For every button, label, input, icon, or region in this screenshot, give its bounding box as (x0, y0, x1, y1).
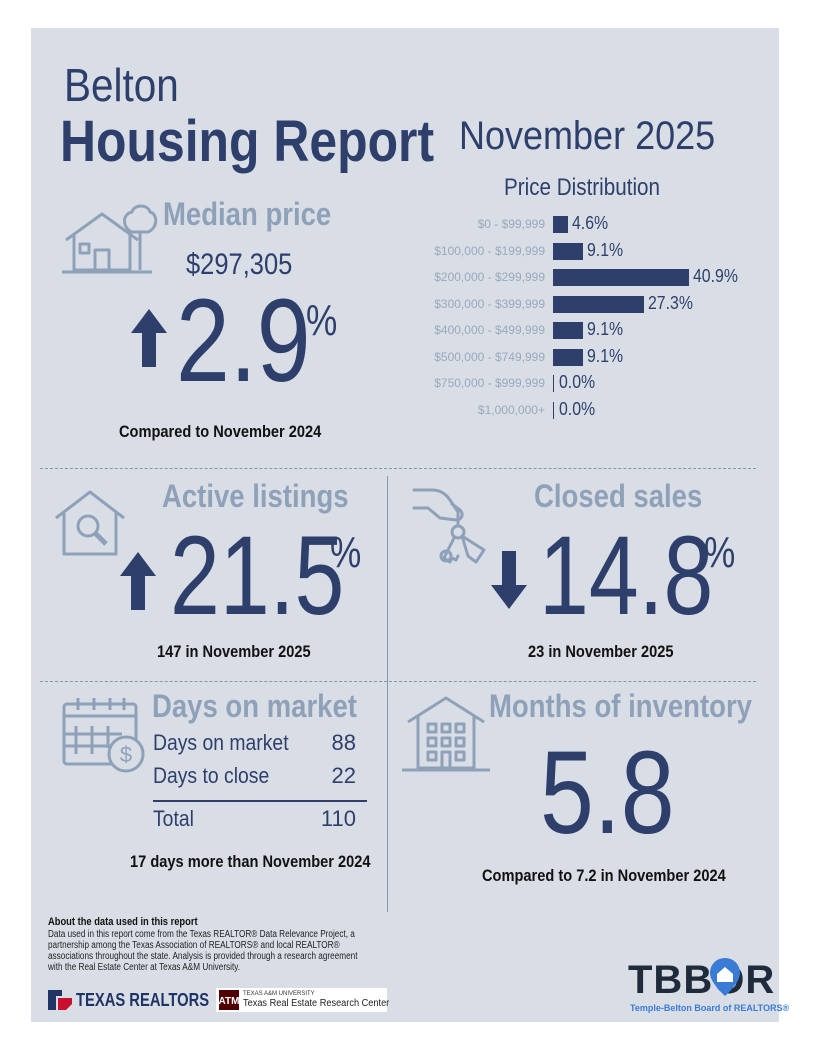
price-bar (553, 401, 554, 419)
price-bar (553, 348, 584, 366)
dtc-row-value: 22 (331, 763, 356, 788)
price-range-label: $1,000,000+ (477, 402, 545, 417)
price-bar-value: 4.6% (572, 213, 609, 233)
price-bar-value: 9.1% (587, 345, 624, 366)
closed-sales-caption: 23 in November 2025 (528, 642, 674, 661)
closed-sales-label: Closed sales (534, 478, 703, 514)
median-price-value: $297,305 (186, 248, 293, 281)
price-bar (553, 375, 554, 392)
about-text: Data used in this report come from the T… (48, 929, 425, 973)
price-range-label: $500,000 - $749,999 (434, 349, 545, 364)
price-bar-value: 27.3% (647, 292, 693, 313)
price-bar-value: 0.0% (559, 398, 596, 419)
median-price-change-unit: % (306, 296, 338, 345)
house-tree-icon (62, 204, 158, 274)
texas-realtors-logo-icon (48, 990, 72, 1010)
price-bar-value: 9.1% (587, 319, 624, 339)
about-line: partnership among the Texas Association … (48, 940, 340, 951)
about-line: Data used in this report come from the T… (48, 929, 355, 940)
location-pin-icon (710, 958, 740, 996)
days-on-market-caption: 17 days more than November 2024 (130, 852, 371, 871)
price-range-label: $750,000 - $999,999 (434, 376, 545, 390)
hand-keys-icon (412, 488, 486, 564)
arrow-up-icon (131, 309, 167, 367)
tamu-center-label: Texas Real Estate Research Center (243, 998, 390, 1009)
active-listings-label: Active listings (162, 478, 349, 514)
tamu-badge (216, 988, 387, 1012)
dom-total-name: Total (153, 806, 194, 831)
price-distribution-title: Price Distribution (504, 174, 661, 201)
months-inventory-label: Months of inventory (489, 688, 752, 724)
price-range-label: $200,000 - $299,999 (434, 270, 545, 284)
price-bar (553, 216, 569, 233)
price-range-label: $400,000 - $499,999 (434, 323, 545, 337)
arrow-down-icon (491, 551, 527, 609)
median-price-comparison: Compared to November 2024 (119, 422, 322, 441)
about-line: associations throughout the state. Analy… (48, 951, 358, 962)
texas-realtors-wordmark: TEXAS REALTORS (76, 990, 210, 1010)
report-panel (31, 28, 779, 1022)
dom-total-rule (153, 800, 367, 802)
divider-middle (40, 681, 756, 682)
about-line: with the Real Estate Center at Texas A&M… (48, 962, 241, 973)
price-range-label: $100,000 - $199,999 (434, 243, 545, 258)
tamu-university-label: TEXAS A&M UNIVERSITY (243, 991, 315, 997)
active-listings-change-unit: % (330, 528, 362, 577)
arrow-up-icon (120, 552, 156, 610)
divider-top (40, 468, 756, 469)
house-search-icon (55, 490, 125, 556)
price-bar (553, 242, 584, 260)
price-bar (553, 295, 644, 313)
divider-vertical (387, 476, 388, 912)
active-listings-change: 21.5 (170, 513, 345, 638)
city-name: Belton (64, 59, 179, 111)
dtc-row-name: Days to close (153, 763, 270, 788)
svg-text:$: $ (120, 742, 132, 767)
price-bar (553, 322, 584, 339)
dom-row-value: 88 (331, 730, 356, 755)
closed-sales-change: 14.8 (539, 513, 714, 638)
svg-text:ATM: ATM (219, 996, 240, 1007)
page-title: Housing Report (60, 109, 435, 174)
building-icon (402, 696, 490, 772)
active-listings-caption: 147 in November 2025 (157, 642, 311, 661)
tbbor-wordmark: TBBOR (628, 958, 776, 1002)
price-range-label: $300,000 - $399,999 (434, 296, 545, 311)
closed-sales-change-unit: % (704, 528, 736, 577)
dom-total-value: 110 (320, 806, 356, 831)
price-bar-value: 9.1% (587, 239, 624, 260)
price-bar-value: 0.0% (559, 372, 596, 392)
months-inventory-caption: Compared to 7.2 in November 2024 (482, 866, 726, 885)
dom-row-name: Days on market (153, 730, 289, 755)
price-bar (553, 269, 689, 286)
calendar-dollar-icon: $ (62, 698, 145, 773)
price-range-label: $0 - $99,999 (477, 217, 545, 231)
about-title: About the data used in this report (48, 916, 198, 928)
report-period: November 2025 (459, 114, 716, 158)
days-on-market-title: Days on market (152, 688, 357, 724)
tamu-logo-icon: ATM (219, 990, 239, 1010)
median-price-label: Median price (163, 196, 332, 232)
tbbor-tagline: Temple-Belton Board of REALTORS® (630, 1003, 790, 1013)
price-bar-value: 40.9% (693, 266, 738, 286)
months-inventory-value: 5.8 (540, 727, 675, 859)
median-price-change: 2.9 (176, 275, 311, 407)
